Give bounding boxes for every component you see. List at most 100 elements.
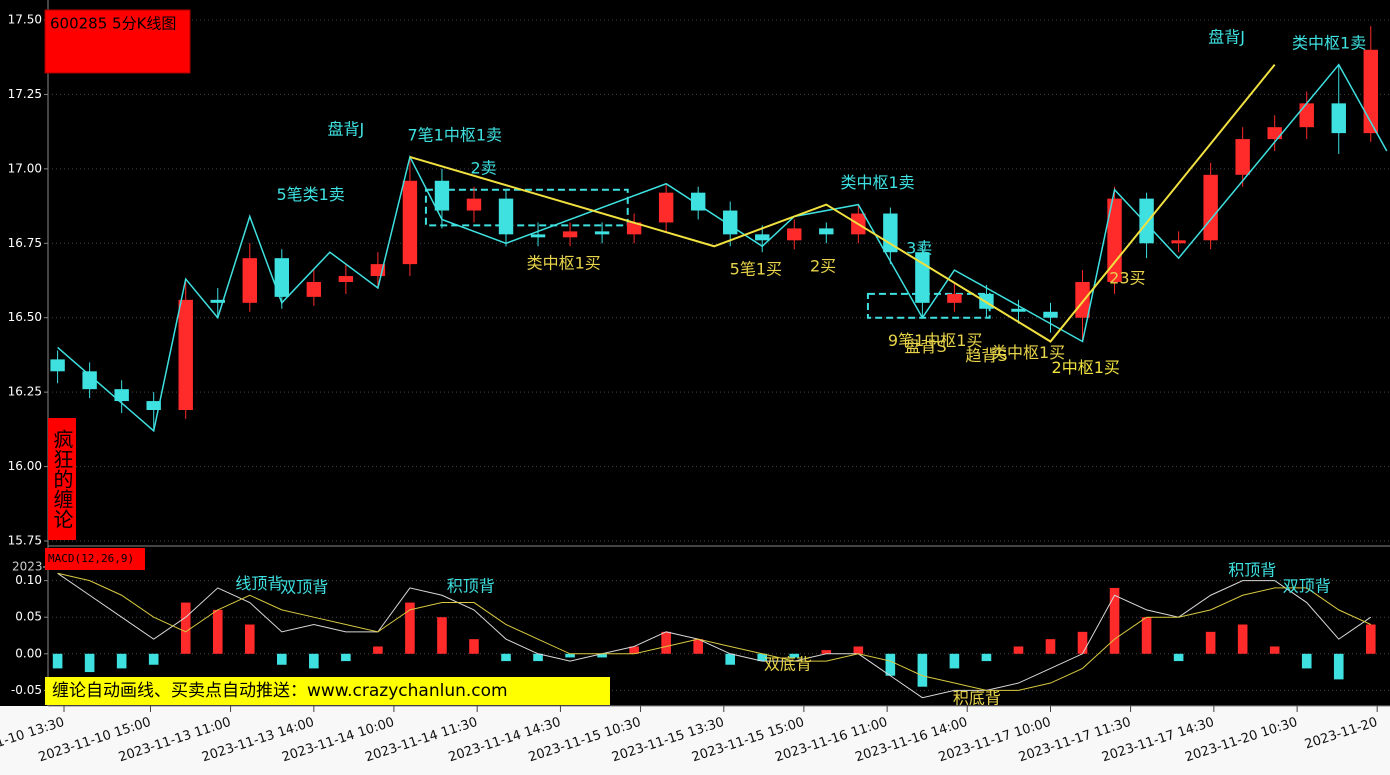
macd-bar (1173, 653, 1184, 662)
candle-body (658, 192, 674, 223)
macd-corner-label: 2023- (12, 560, 47, 574)
macd-bar (661, 631, 671, 654)
candle-body (370, 264, 386, 277)
candle-body (755, 234, 770, 241)
side-label-box (48, 418, 76, 540)
candle-body (1299, 103, 1314, 128)
macd-bar (309, 653, 319, 669)
macd-bar (1013, 646, 1024, 654)
macd-annotation: 双顶背 (1283, 577, 1331, 596)
macd-bar (1077, 631, 1088, 654)
macd-bar (757, 653, 768, 662)
macd-line (57, 572, 1371, 691)
annotation: 2中枢1买 (1052, 358, 1120, 377)
annotation: 2卖 (470, 158, 496, 177)
macd-bar (1365, 624, 1376, 654)
macd-bar (405, 602, 415, 654)
y-tick-label: 16.00 (8, 459, 42, 473)
annotation: 盘背J (1208, 27, 1245, 46)
annotation: 类中枢1卖 (1292, 33, 1366, 52)
candle-body (306, 281, 322, 297)
macd-bar (244, 624, 255, 654)
candle-body (1235, 139, 1250, 175)
macd-bar (180, 602, 191, 654)
y-tick-label: -0.05 (11, 683, 42, 697)
y-tick-label: 17.50 (8, 13, 42, 27)
macd-annotation: 积顶背 (447, 577, 495, 596)
candle-body (466, 198, 482, 211)
annotation: 盘背J (327, 120, 364, 139)
macd-bar (725, 653, 736, 665)
candle-body (498, 198, 514, 235)
macd-annotation: 双顶背 (280, 577, 328, 596)
macd-bar (1205, 631, 1216, 654)
annotation: 5笔类1卖 (276, 185, 344, 204)
candle-body (242, 258, 257, 303)
macd-bar (52, 653, 63, 669)
candle-body (1203, 174, 1218, 241)
title-box (44, 9, 191, 74)
macd-bar (821, 650, 832, 654)
macd-title-box (45, 548, 145, 570)
macd-bar (277, 653, 287, 665)
macd-bar (1333, 653, 1344, 680)
macd-bar (437, 617, 447, 654)
y-tick-label: 17.25 (8, 87, 42, 101)
candle-body (338, 276, 354, 282)
macd-bar (373, 646, 383, 654)
candle-body (1267, 127, 1282, 140)
macd-bar (565, 653, 575, 658)
macd-bar (1269, 646, 1280, 654)
macd-bar (148, 653, 159, 665)
macd-annotation: 积顶背 (1228, 561, 1276, 580)
candle-body (50, 359, 65, 372)
candle-body (82, 371, 97, 390)
annotation: 类中枢1买 (991, 343, 1065, 362)
annotation: 7笔1中枢1卖 (407, 126, 502, 145)
y-tick-label: 16.75 (8, 236, 42, 250)
candle-body (1107, 198, 1122, 282)
candle-body (594, 231, 610, 235)
candle-body (1011, 308, 1026, 312)
macd-bar (1301, 653, 1312, 669)
macd-bar (693, 639, 703, 654)
candle-body (402, 180, 418, 265)
macd-annotation: 双底背 (764, 654, 812, 673)
macd-bar (469, 639, 479, 654)
candle-body (562, 231, 578, 238)
macd-bar (341, 653, 351, 662)
macd-bar (84, 653, 95, 673)
y-tick-label: 0.10 (15, 573, 42, 587)
candle-body (1363, 49, 1378, 134)
banner: 缠论自动画线、买卖点自动推送：www.crazychanlun.com (52, 681, 508, 701)
side-label: 疯狂的缠论 (50, 429, 74, 529)
macd-bar (501, 653, 511, 662)
segment-line (409, 64, 1276, 343)
macd-bar (533, 653, 543, 662)
macd-bar (789, 653, 800, 658)
banner-box (45, 677, 610, 705)
candle-body (626, 222, 642, 235)
y-tick-label: 0.00 (15, 646, 42, 660)
candle-body (146, 401, 161, 411)
y-tick-label: 16.25 (8, 385, 42, 399)
annotation: 类中枢1卖 (840, 173, 914, 192)
y-tick-label: 16.50 (8, 310, 42, 324)
macd-bar (853, 646, 864, 654)
macd-bar (212, 609, 223, 654)
macd-title: MACD(12,26,9) (48, 552, 134, 565)
macd-bar (949, 653, 960, 669)
macd-bar (1237, 624, 1248, 654)
chart-title: 600285 5分K线图 (50, 15, 176, 33)
candle-body (434, 180, 450, 211)
candle-body (1075, 281, 1090, 318)
annotation: 5笔1买 (730, 260, 782, 279)
y-tick-label: 17.00 (8, 161, 42, 175)
candle-body (274, 258, 290, 297)
candle-body (1331, 103, 1346, 134)
annotation: 3卖 (906, 239, 932, 258)
bi-line (57, 63, 1388, 433)
y-tick-label: 0.05 (15, 610, 42, 624)
macd-bar (917, 653, 928, 687)
